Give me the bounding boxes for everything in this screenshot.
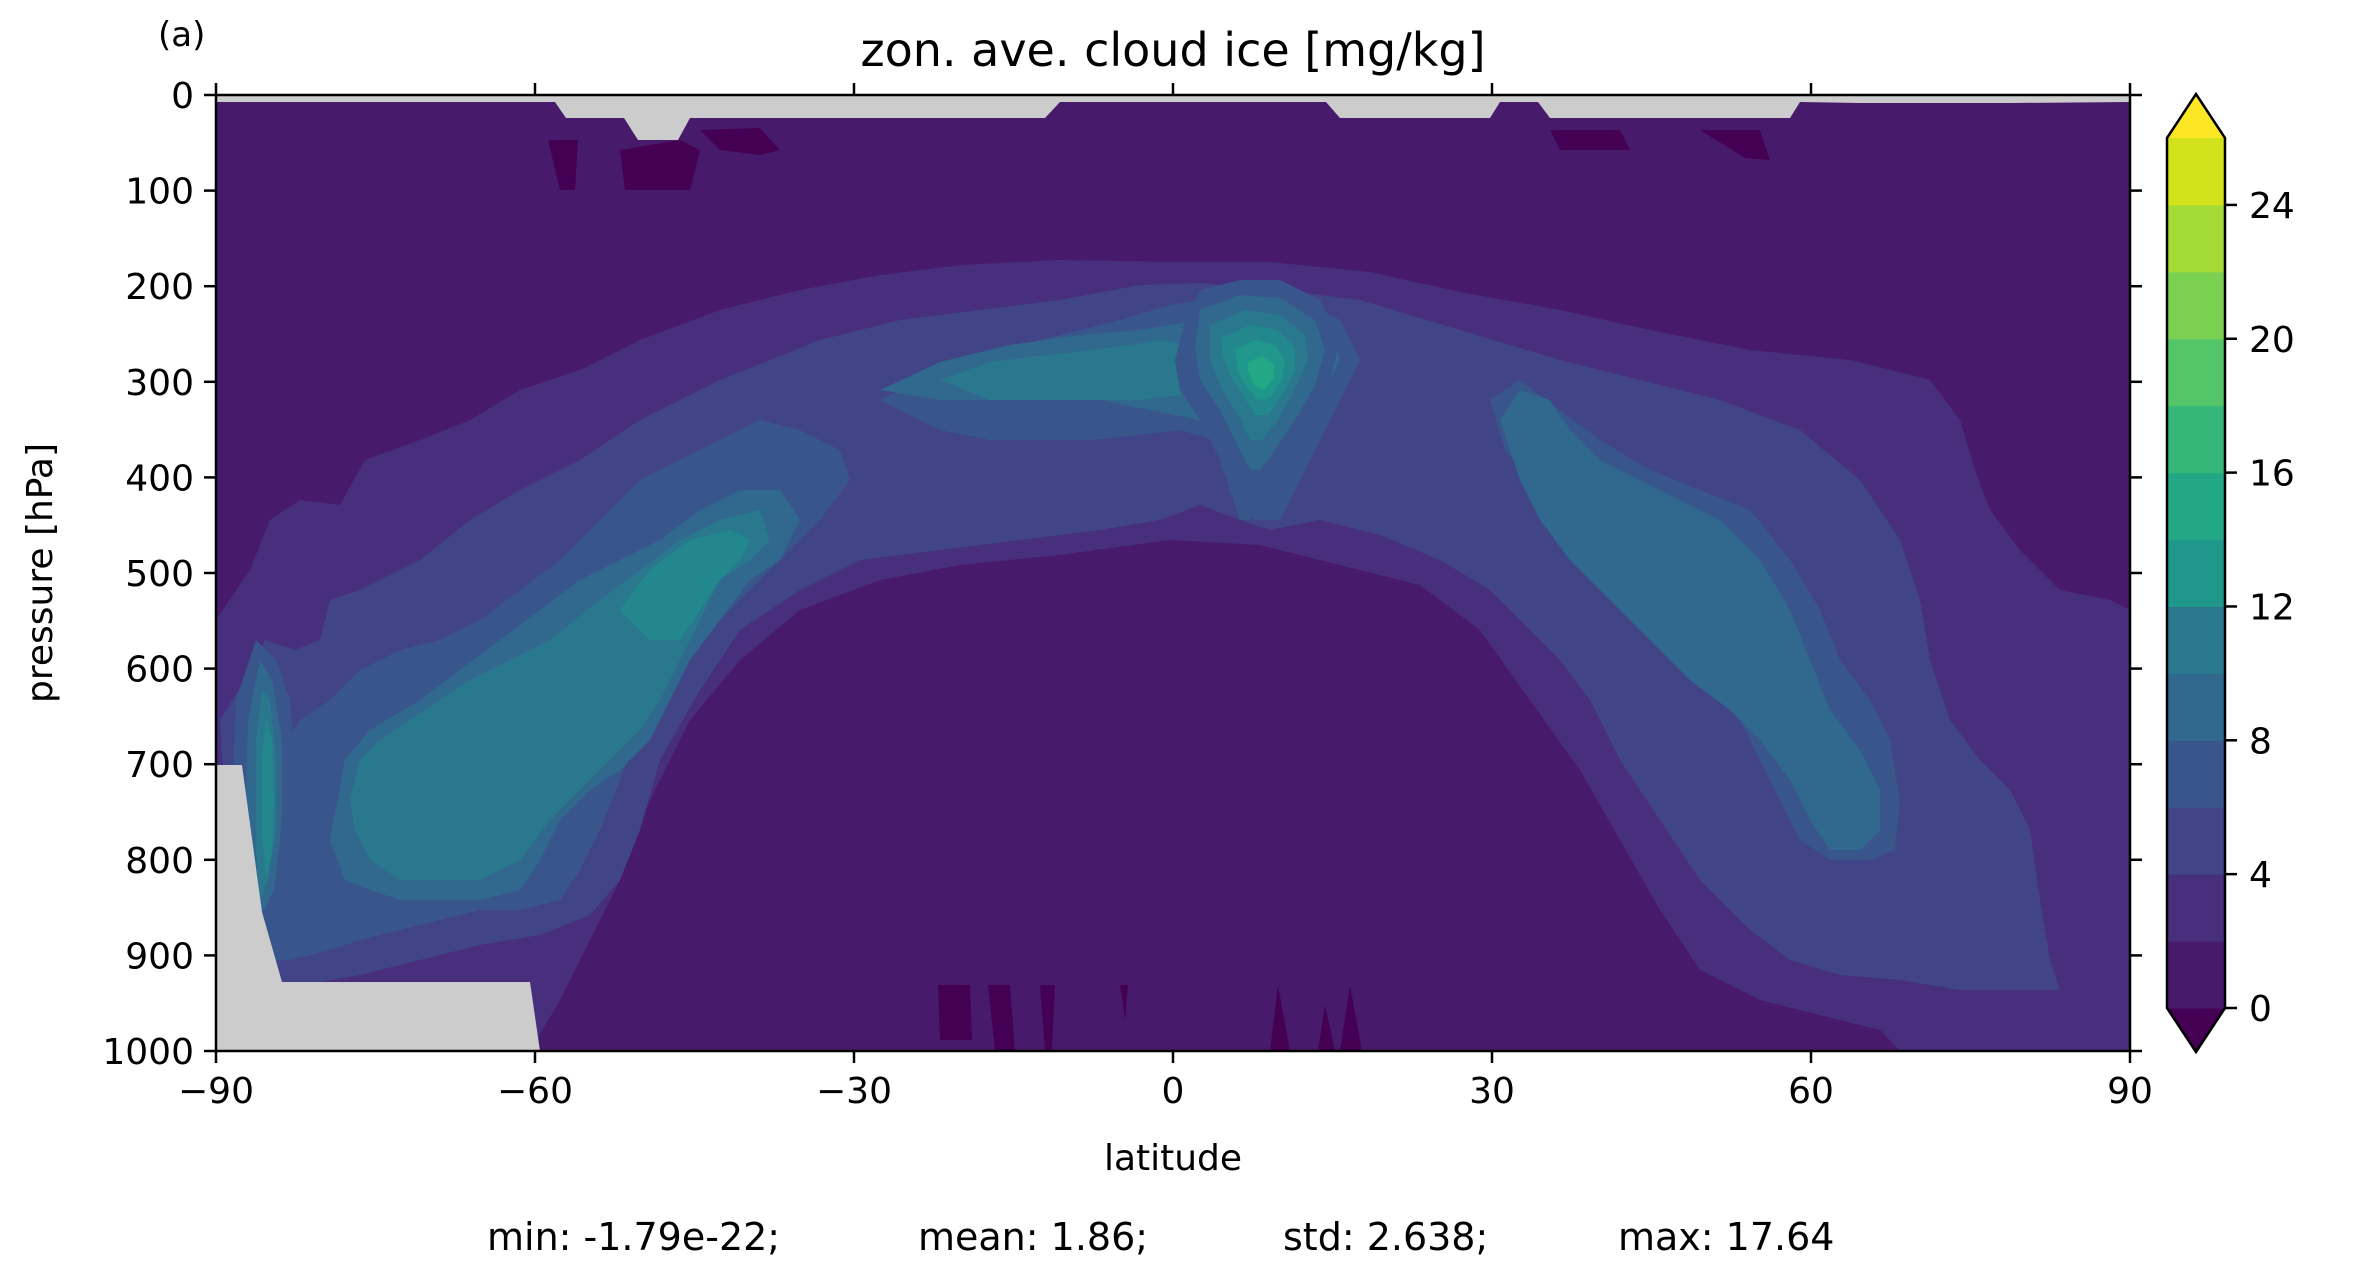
colorbar-level (2167, 807, 2225, 875)
stat-min: min: -1.79e-22; (487, 1215, 780, 1259)
colorbar: 0 4 8 12 16 20 24 (2165, 91, 2295, 1055)
y-tick-label: 500 (125, 554, 194, 595)
colorbar-level (2167, 874, 2225, 942)
stat-std: std: 2.638; (1283, 1215, 1488, 1259)
chart-title: zon. ave. cloud ice [mg/kg] (860, 23, 1485, 77)
missing-top-strip (216, 95, 2130, 140)
panel-label: (a) (158, 15, 205, 55)
x-axis-label: latitude (1104, 1138, 1242, 1179)
dark-patch-bottom-6 (1318, 1005, 1335, 1051)
x-tick-label: −30 (816, 1071, 892, 1112)
contour-field (216, 95, 2130, 1051)
x-tick-label: 0 (1162, 1071, 1185, 1112)
y-tick-label: 400 (125, 458, 194, 499)
colorbar-level (2167, 740, 2225, 808)
dark-patch-top-5 (1700, 130, 1770, 160)
contour-band-10-12-upper (940, 340, 1200, 400)
x-tick-label: 60 (1788, 1071, 1834, 1112)
stat-mean: mean: 1.86; (918, 1215, 1148, 1259)
colorbar-tick-label: 0 (2249, 989, 2272, 1030)
colorbar-tick-label: 8 (2249, 721, 2272, 762)
colorbar-level (2167, 138, 2225, 206)
contour-band-8-10-right (1500, 390, 1880, 850)
dark-patch-top-2 (620, 140, 700, 190)
colorbar-tick-label: 4 (2249, 855, 2272, 896)
dark-patch-bottom-1 (938, 985, 972, 1040)
y-tick-label: 0 (171, 76, 194, 117)
colorbar-level (2167, 472, 2225, 541)
y-tick-label: 300 (125, 363, 194, 404)
colorbar-level (2167, 405, 2225, 474)
dark-patch-top-4 (1550, 130, 1630, 150)
colorbar-level (2167, 941, 2225, 1009)
missing-bottom-left (216, 765, 540, 1051)
colorbar-tick-label: 12 (2249, 587, 2295, 628)
contour-hotspot-16 (1248, 356, 1274, 390)
x-tick-label: −60 (497, 1071, 573, 1112)
dark-patch-bottom-5 (1270, 985, 1290, 1051)
colorbar-level (2167, 673, 2225, 741)
dark-patch-bottom-3 (1040, 985, 1055, 1051)
y-axis-label: pressure [hPa] (20, 443, 61, 703)
colorbar-extend-min (2167, 1008, 2225, 1052)
colorbar-level (2167, 204, 2225, 273)
contour-band-12-14-left-strip (262, 720, 274, 880)
dark-patch-bottom-4 (1120, 985, 1128, 1020)
x-tick-label: −90 (178, 1071, 254, 1112)
contour-band-12-14-left (620, 530, 750, 640)
dark-patch-bottom-2 (988, 985, 1015, 1051)
colorbar-tick-label: 16 (2249, 454, 2295, 495)
colorbar-level (2167, 539, 2225, 607)
x-tick-label: 30 (1469, 1071, 1515, 1112)
y-tick-label: 100 (125, 172, 194, 213)
y-tick-label: 900 (125, 936, 194, 977)
y-tick-label: 600 (125, 650, 194, 691)
y-tick-label: 700 (125, 745, 194, 786)
y-tick-label: 1000 (102, 1032, 194, 1073)
colorbar-extend-max (2167, 94, 2225, 138)
colorbar-level (2167, 606, 2225, 674)
dark-patch-top-3 (700, 128, 780, 155)
colorbar-level (2167, 338, 2225, 407)
x-axis: −90 −60 −30 0 30 60 90 (178, 83, 2153, 1112)
y-tick-label: 200 (125, 267, 194, 308)
colorbar-tick-label: 24 (2249, 186, 2295, 227)
y-axis: 0 100 200 300 400 500 600 700 800 900 1000 (102, 76, 2142, 1073)
colorbar-tick-label: 20 (2249, 320, 2295, 361)
dark-patch-bottom-7 (1340, 985, 1362, 1051)
y-tick-label: 800 (125, 841, 194, 882)
colorbar-level (2167, 271, 2225, 340)
stat-max: max: 17.64 (1618, 1215, 1834, 1259)
x-tick-label: 90 (2107, 1071, 2153, 1112)
contour-inner-low (530, 540, 1900, 1051)
dark-patch-top-1 (548, 140, 578, 190)
